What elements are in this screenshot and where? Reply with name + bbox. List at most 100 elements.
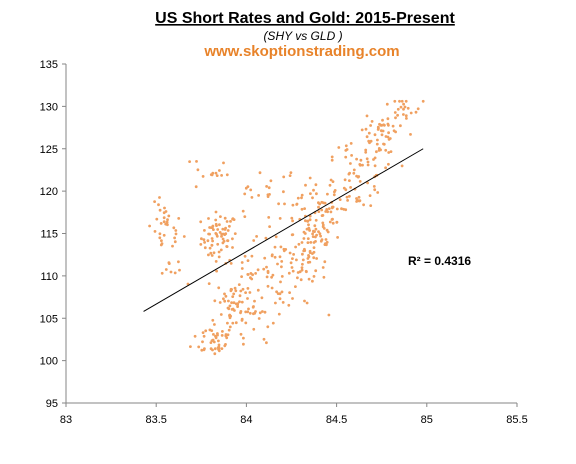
scatter-point: [202, 334, 206, 338]
scatter-point: [231, 217, 235, 221]
y-tick-label: 130: [40, 101, 58, 113]
scatter-point: [213, 347, 217, 351]
scatter-point: [303, 249, 307, 253]
scatter-point: [160, 271, 164, 275]
scatter-point: [284, 248, 288, 251]
scatter-point: [280, 275, 284, 278]
scatter-point: [158, 196, 161, 199]
scatter-point: [246, 310, 250, 314]
scatter-point: [234, 289, 238, 293]
scatter-point: [322, 227, 326, 230]
scatter-point: [202, 348, 206, 352]
scatter-point: [214, 260, 218, 263]
scatter-point: [239, 311, 242, 315]
scatter-point: [394, 116, 397, 120]
scatter-point: [228, 325, 232, 329]
scatter-point: [355, 157, 358, 161]
scatter-point: [225, 245, 229, 248]
scatter-point: [277, 312, 281, 316]
scatter-point: [242, 336, 245, 340]
scatter-point: [282, 190, 285, 194]
scatter-point: [327, 313, 331, 317]
scatter-point: [366, 160, 370, 164]
scatter-point: [314, 240, 317, 243]
scatter-point: [314, 269, 318, 273]
scatter-point: [243, 215, 247, 219]
scatter-point: [230, 301, 234, 305]
scatter-point: [214, 171, 218, 175]
chart-title: US Short Rates and Gold: 2015-Present: [155, 10, 455, 27]
scatter-point: [347, 172, 351, 176]
y-tick-label: 95: [46, 398, 58, 410]
scatter-point: [392, 129, 396, 133]
scatter-point: [307, 223, 310, 227]
scatter-point: [314, 227, 318, 231]
scatter-point: [243, 254, 247, 258]
scatter-point: [277, 202, 280, 206]
scatter-point: [329, 210, 333, 214]
watermark-url: www.skoptionstrading.com: [203, 43, 399, 60]
scatter-point: [243, 192, 247, 196]
scatter-point: [314, 235, 317, 239]
scatter-point: [226, 321, 229, 325]
scatter-point: [365, 157, 369, 161]
scatter-point: [376, 138, 379, 142]
scatter-point: [327, 207, 331, 211]
scatter-point: [254, 272, 257, 275]
scatter-point: [244, 310, 248, 314]
scatter-point: [221, 330, 224, 333]
scatter-point: [344, 149, 348, 152]
scatter-point: [194, 185, 198, 189]
scatter-point: [195, 160, 198, 163]
scatter-point: [222, 239, 226, 243]
scatter-point: [320, 208, 324, 212]
scatter-point: [308, 251, 312, 255]
scatter-point: [217, 250, 221, 254]
scatter-point: [267, 216, 271, 219]
scatter-point: [389, 150, 393, 154]
scatter-point: [315, 257, 318, 260]
scatter-point: [215, 174, 219, 178]
scatter-point: [276, 262, 279, 266]
scatter-point: [217, 343, 221, 347]
scatter-point: [321, 221, 325, 225]
scatter-point: [322, 275, 326, 279]
scatter-point: [219, 313, 223, 316]
scatter-point: [317, 205, 320, 209]
scatter-point: [344, 208, 348, 212]
scatter-point: [331, 221, 335, 225]
scatter-point: [308, 176, 312, 180]
scatter-point: [171, 244, 174, 248]
scatter-point: [249, 272, 253, 275]
scatter-point: [233, 286, 237, 290]
scatter-point: [317, 210, 321, 214]
scatter-point: [329, 178, 333, 182]
scatter-point: [306, 237, 310, 241]
scatter-point: [308, 260, 312, 264]
scatter-point: [247, 307, 250, 311]
scatter-point: [346, 199, 349, 202]
trendline: [143, 148, 424, 312]
scatter-point: [324, 238, 328, 241]
scatter-point: [421, 99, 425, 103]
scatter-point: [166, 218, 169, 222]
scatter-point: [232, 301, 236, 305]
x-tick-label: 84: [240, 414, 252, 426]
scatter-point: [211, 171, 215, 175]
scatter-point: [278, 292, 282, 296]
scatter-point: [325, 243, 328, 247]
scatter-point: [172, 226, 176, 230]
scatter-point: [248, 311, 252, 315]
scatter-point: [167, 214, 171, 218]
scatter-point: [402, 102, 405, 106]
scatter-point: [218, 169, 221, 172]
scatter-point: [303, 232, 307, 235]
x-tick-label: 85.5: [506, 414, 527, 426]
scatter-point: [318, 232, 322, 236]
scatter-point: [384, 166, 387, 170]
scatter-point: [248, 291, 252, 294]
scatter-point: [200, 348, 204, 352]
scatter-point: [300, 193, 304, 197]
scatter-point: [265, 275, 269, 279]
scatter-point: [348, 194, 351, 198]
